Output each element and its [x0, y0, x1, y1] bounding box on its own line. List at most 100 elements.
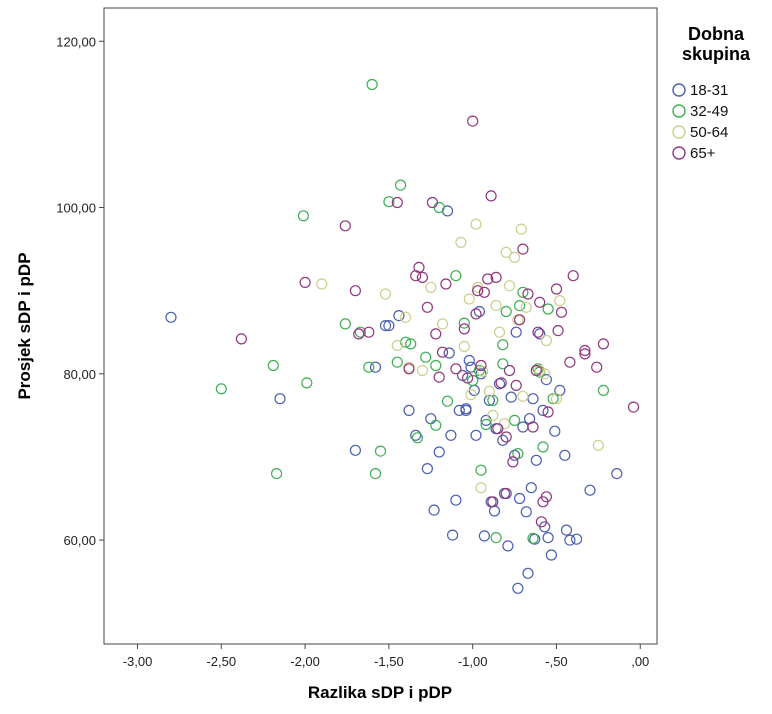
data-point-18-31: [369, 361, 382, 373]
data-point-65plus: [363, 326, 375, 338]
x-tick-label: -,50: [545, 654, 567, 669]
data-point-65plus: [532, 326, 544, 338]
data-point-50-64: [508, 251, 521, 263]
data-point-65plus: [552, 325, 564, 337]
data-point-18-31: [570, 533, 583, 545]
data-point-18-31: [542, 531, 554, 544]
data-point-50-64: [493, 326, 506, 338]
data-point-50-64: [503, 280, 516, 292]
data-point-50-64: [400, 311, 412, 323]
data-points: [165, 78, 640, 594]
data-point-18-31: [463, 354, 475, 367]
legend-label: 50-64: [690, 124, 728, 141]
data-point-32-49: [374, 445, 387, 457]
data-point-32-49: [383, 196, 395, 208]
y-tick-label: 60,00: [63, 533, 96, 548]
data-point-18-31: [534, 328, 546, 340]
data-point-32-49: [366, 78, 378, 91]
data-point-65plus: [458, 323, 470, 335]
data-point-65plus: [535, 516, 548, 528]
data-point-50-64: [391, 339, 403, 352]
data-point-18-31: [483, 394, 495, 406]
data-point-65plus: [527, 421, 539, 433]
data-point-18-31: [611, 468, 623, 480]
data-point-32-49: [430, 359, 442, 372]
data-point-65plus: [627, 401, 640, 413]
data-point-65plus: [522, 288, 534, 300]
data-point-65plus: [542, 406, 554, 418]
data-point-32-49: [475, 464, 487, 476]
data-point-65plus: [490, 271, 502, 283]
data-point-65plus: [450, 363, 462, 375]
data-point-18-31: [497, 434, 509, 446]
data-point-32-49: [547, 393, 559, 405]
data-point-65plus: [403, 363, 415, 375]
data-point-50-64: [500, 246, 512, 258]
y-axis-title: Prosjek sDP i pDP: [15, 252, 34, 399]
data-point-65plus: [426, 196, 438, 209]
data-point-65plus: [470, 308, 482, 320]
data-point-50-64: [592, 439, 604, 451]
data-point-32-49: [467, 374, 479, 387]
data-point-18-31: [383, 320, 395, 332]
data-point-50-64: [416, 364, 428, 377]
data-point-65plus: [413, 261, 425, 273]
data-point-65plus: [436, 346, 449, 358]
data-point-50-64: [515, 223, 527, 235]
data-point-18-31: [584, 484, 596, 496]
data-point-18-31: [520, 506, 532, 518]
data-point-18-31: [165, 311, 177, 323]
data-point-65plus: [485, 190, 497, 202]
data-point-18-31: [527, 393, 539, 405]
data-point-18-31: [559, 449, 571, 461]
data-point-32-49: [441, 395, 454, 407]
data-point-18-31: [522, 567, 534, 579]
data-point-32-49: [215, 383, 227, 395]
data-point-65plus: [591, 361, 603, 373]
x-tick-label: ,00: [631, 654, 649, 669]
data-point-18-31: [545, 549, 558, 561]
data-point-65plus: [597, 338, 610, 350]
legend-label: 65+: [690, 145, 716, 162]
data-point-18-31: [447, 529, 459, 541]
data-point-50-64: [379, 288, 392, 300]
x-tick-label: -1,00: [458, 654, 488, 669]
data-point-65plus: [433, 371, 445, 383]
data-point-50-64: [487, 409, 499, 421]
data-point-65plus: [503, 364, 516, 377]
x-tick-label: -2,50: [206, 654, 236, 669]
data-point-18-31: [403, 404, 415, 416]
data-point-50-64: [436, 318, 449, 330]
data-point-18-31: [478, 530, 490, 542]
data-point-32-49: [508, 414, 521, 426]
data-point-65plus: [530, 364, 542, 377]
data-point-32-49: [267, 359, 279, 372]
legend-marker: [672, 125, 686, 139]
data-point-50-64: [425, 281, 437, 293]
data-point-32-49: [537, 441, 549, 453]
data-point-65plus: [430, 328, 442, 340]
data-point-65plus: [564, 356, 576, 368]
data-point-32-49: [339, 318, 351, 330]
data-point-65plus: [555, 306, 568, 318]
data-point-32-49: [542, 303, 554, 315]
data-point-65plus: [472, 285, 484, 297]
data-point-32-49: [395, 179, 407, 191]
legend-title: skupina: [682, 44, 751, 64]
data-point-32-49: [497, 358, 509, 370]
data-point-32-49: [490, 531, 502, 544]
data-point-32-49: [391, 356, 403, 368]
data-point-18-31: [410, 429, 422, 441]
data-point-32-49: [363, 361, 375, 373]
data-point-18-31: [379, 320, 392, 332]
data-point-18-31: [433, 446, 445, 458]
data-point-65plus: [567, 270, 579, 282]
x-axis-title: Razlika sDP i pDP: [308, 683, 452, 702]
data-point-65plus: [391, 196, 403, 209]
data-point-50-64: [470, 218, 482, 230]
data-point-18-31: [473, 305, 485, 318]
data-point-65plus: [482, 273, 494, 285]
data-point-32-49: [297, 210, 309, 222]
data-point-32-49: [271, 468, 283, 480]
